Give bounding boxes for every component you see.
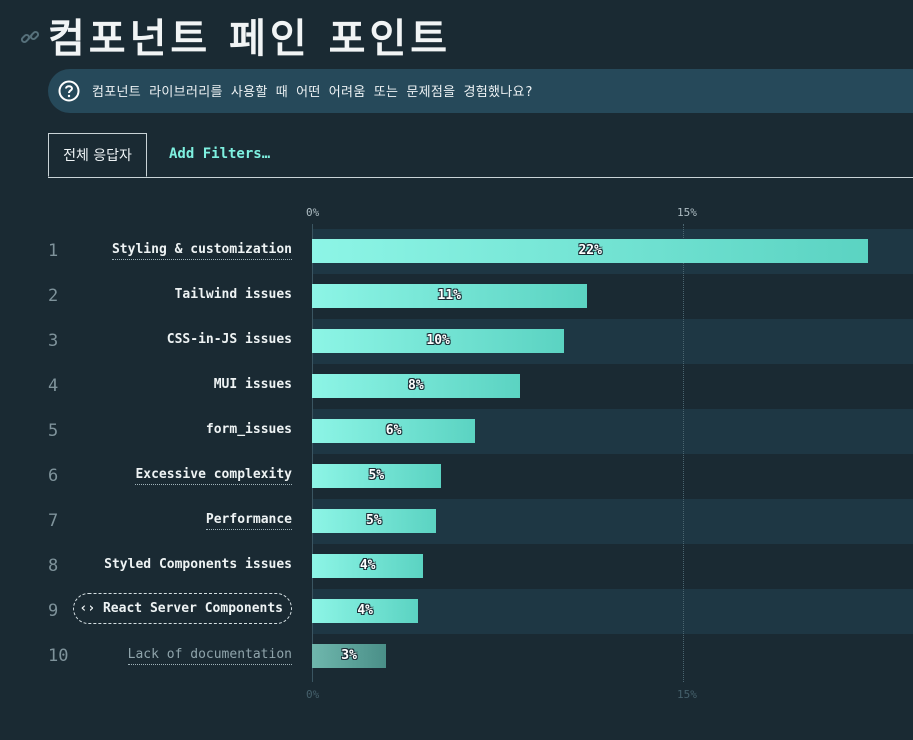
add-filters-link[interactable]: Add Filters…: [169, 146, 271, 162]
bar[interactable]: 5%: [312, 509, 436, 533]
help-icon: [58, 80, 80, 102]
rank-number: 3: [48, 331, 59, 351]
bar[interactable]: 8%: [312, 374, 520, 398]
category-label[interactable]: ‹› React Server Components: [72, 593, 292, 624]
rank-number: 8: [48, 556, 59, 576]
category-label[interactable]: Lack of documentation: [127, 647, 292, 665]
code-icon: ‹›: [79, 601, 103, 616]
question-text: 컴포넌트 라이브러리를 사용할 때 어떤 어려움 또는 문제점을 경험했나요?: [92, 85, 533, 100]
tick-label: 15%: [676, 206, 697, 219]
tick-label: 0%: [306, 688, 320, 701]
category-label[interactable]: CSS-in-JS issues: [166, 332, 292, 347]
category-label[interactable]: Tailwind issues: [174, 287, 292, 302]
bar-value-label: 5%: [368, 468, 385, 483]
bar-value-label: 10%: [426, 333, 450, 348]
gridline: [682, 224, 684, 682]
bar[interactable]: 22%: [312, 239, 869, 263]
rank-number: 7: [48, 511, 59, 531]
bar[interactable]: 11%: [312, 284, 587, 308]
category-label[interactable]: MUI issues: [213, 377, 292, 392]
tab-all-respondents[interactable]: 전체 응답자: [48, 133, 147, 177]
bar-value-label: 5%: [366, 513, 382, 528]
category-label[interactable]: Excessive complexity: [135, 467, 292, 485]
bar[interactable]: 10%: [312, 329, 565, 353]
bar-value-label: 4%: [357, 603, 373, 618]
rank-number: 4: [48, 376, 59, 396]
rank-number: 10: [48, 646, 69, 666]
bar[interactable]: 4%: [312, 599, 419, 623]
tick-label: 0%: [306, 206, 320, 219]
bar[interactable]: 3%: [312, 644, 387, 668]
tabs-divider: [48, 177, 913, 178]
tick-label: 15%: [676, 688, 697, 701]
rank-number: 5: [48, 421, 59, 441]
page-title: 컴포넌트 페인 포인트: [48, 16, 452, 62]
category-label[interactable]: form_issues: [205, 422, 292, 437]
bar-value-label: 11%: [437, 288, 461, 303]
link-icon[interactable]: [20, 27, 40, 47]
bar-value-label: 3%: [341, 648, 357, 663]
category-label[interactable]: Performance: [205, 512, 292, 530]
rank-number: 6: [48, 466, 59, 486]
bar[interactable]: 5%: [312, 464, 441, 488]
rank-number: 9: [48, 601, 59, 621]
rank-number: 1: [48, 241, 59, 261]
category-label[interactable]: Styling & customization: [111, 242, 292, 260]
question-banner: 컴포넌트 라이브러리를 사용할 때 어떤 어려움 또는 문제점을 경험했나요?: [48, 69, 913, 113]
bar[interactable]: 6%: [312, 419, 476, 443]
category-label-text: React Server Components: [102, 601, 283, 616]
bar-value-label: 4%: [359, 558, 376, 573]
bar[interactable]: 4%: [312, 554, 424, 578]
bar-value-label: 6%: [385, 423, 402, 438]
category-label[interactable]: Styled Components issues: [104, 557, 292, 572]
bar-value-label: 8%: [408, 378, 424, 393]
axis-baseline: [312, 224, 313, 682]
bar-value-label: 22%: [578, 243, 602, 258]
rank-number: 2: [48, 286, 59, 306]
